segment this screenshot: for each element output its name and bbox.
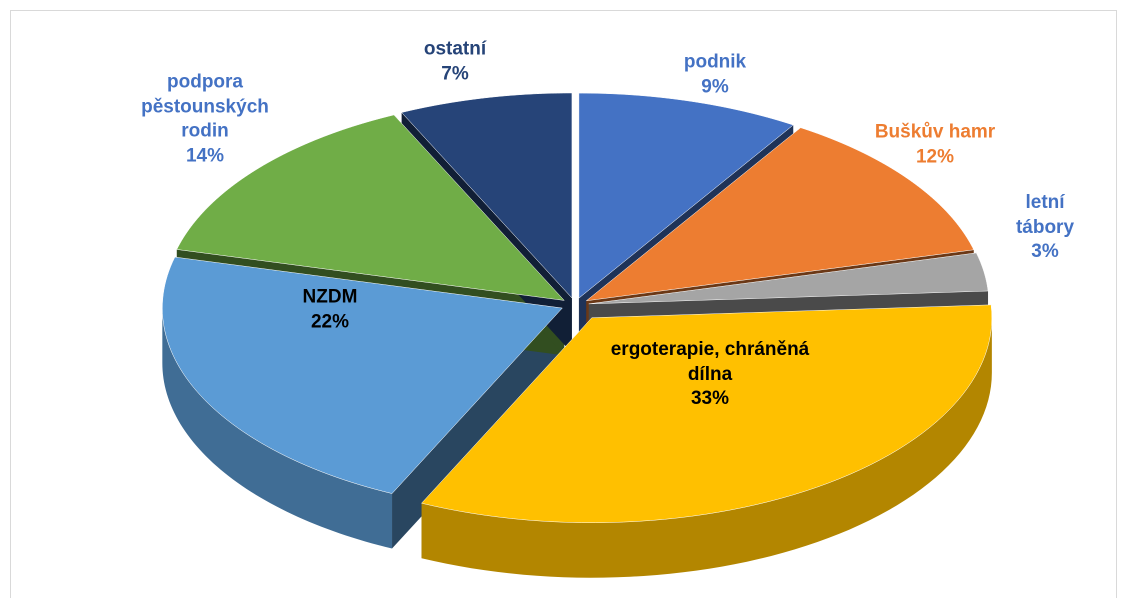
category-label: NZDM: [302, 286, 358, 308]
value-label: 22%: [310, 311, 350, 332]
slice: [421, 304, 993, 523]
slice: [588, 252, 989, 305]
category-label: podnik: [683, 51, 747, 73]
slice-label: ergoterapie, chráněná dílna 33%: [610, 338, 810, 412]
slice-label: ostatní 7%: [424, 37, 486, 86]
slice: [578, 92, 794, 299]
slice: [176, 114, 565, 301]
slice: [162, 256, 563, 494]
slice-label: podnik 9%: [684, 50, 746, 99]
value-label: 12%: [915, 146, 955, 167]
category-label: Buškův hamr: [874, 121, 996, 143]
slice-side: [392, 308, 563, 549]
category-label: letní tábory: [1015, 191, 1075, 238]
category-label: ostatní: [423, 38, 487, 60]
slice: [401, 92, 573, 299]
slice-side: [421, 317, 992, 578]
slice: [585, 127, 975, 302]
category-label: podpora pěstounských rodin: [141, 71, 269, 142]
slice-label: NZDM 22%: [303, 285, 358, 334]
slice-label: podpora pěstounských rodin 14%: [125, 71, 285, 170]
value-label: 33%: [690, 388, 730, 410]
chart-frame: [10, 10, 1117, 598]
value-label: 14%: [185, 145, 225, 167]
slice-side: [162, 308, 393, 549]
value-label: 3%: [1031, 241, 1059, 263]
value-label: 7%: [441, 63, 469, 84]
category-label: ergoterapie, chráněná dílna: [610, 338, 810, 385]
slice-label: Buškův hamr 12%: [875, 120, 995, 169]
value-label: 9%: [701, 76, 729, 97]
slice-label: letní tábory 3%: [1003, 191, 1087, 265]
